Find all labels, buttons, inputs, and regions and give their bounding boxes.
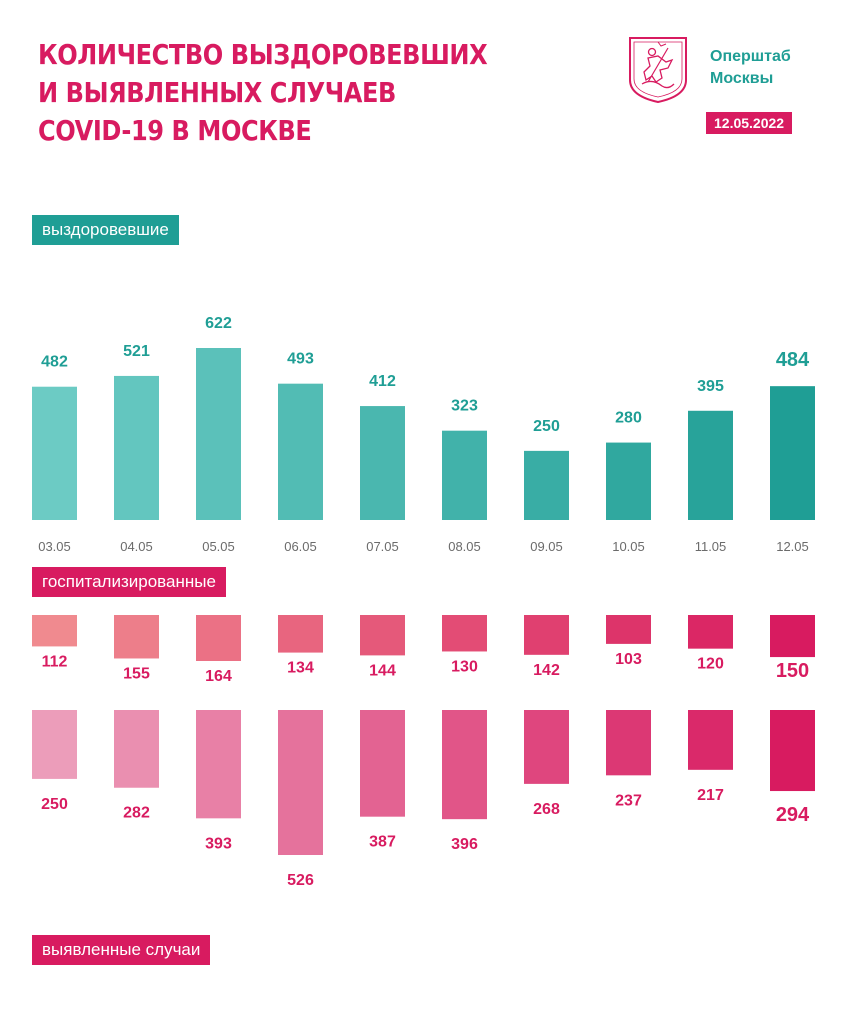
recovered-data-label: 395 [697, 378, 724, 395]
cases-data-label: 526 [287, 872, 314, 889]
cases-data-label: 268 [533, 801, 560, 818]
org-name-line-1: Оперштаб [710, 48, 791, 65]
cases-data-label: 282 [123, 805, 150, 822]
org-name-line-2: Москвы [710, 70, 774, 87]
title-line-1: Количество выздоровевших [38, 38, 488, 71]
hospitalized-data-label: 112 [42, 653, 68, 670]
hospitalized-data-label: 134 [287, 660, 314, 677]
hospitalized-bar [688, 615, 733, 649]
recovered-data-label: 412 [369, 373, 396, 390]
hospitalized-bar [196, 615, 241, 661]
cases-data-label: 237 [615, 792, 642, 809]
x-tick-label: 06.05 [284, 539, 317, 554]
x-tick-label: 04.05 [120, 539, 153, 554]
cases-bar [196, 710, 241, 819]
org-name: Оперштаб Москвы [710, 46, 791, 90]
recovered-bar [32, 386, 77, 520]
x-tick-label: 12.05 [776, 539, 809, 554]
recovered-bar [606, 442, 651, 520]
hospitalized-bar [32, 615, 77, 647]
recovered-bar [360, 406, 405, 520]
recovered-data-label: 250 [533, 418, 560, 435]
moscow-coat-of-arms-icon [628, 36, 688, 104]
cases-bar [688, 710, 733, 770]
recovered-bar [524, 450, 569, 520]
hospitalized-data-label: 155 [123, 665, 150, 682]
x-tick-label: 08.05 [448, 539, 481, 554]
hospitalized-bar [524, 615, 569, 655]
recovered-data-label: 280 [615, 410, 642, 427]
section-label-recovered: выздоровевшие [32, 215, 179, 245]
recovered-bar [114, 375, 159, 520]
date-badge: 12.05.2022 [706, 112, 793, 134]
cases-bar [606, 710, 651, 776]
hospitalized-data-label: 142 [533, 662, 560, 679]
recovered-data-label: 622 [205, 315, 232, 332]
cases-bar [524, 710, 569, 784]
hospitalized-bar [606, 615, 651, 644]
cases-data-label: 294 [776, 804, 810, 826]
cases-bar [770, 710, 815, 792]
recovered-bar [196, 348, 241, 520]
recovered-bar [770, 386, 815, 520]
recovered-data-label: 493 [287, 351, 314, 368]
cases-bar [278, 710, 323, 855]
recovered-bar [688, 410, 733, 520]
cases-data-label: 396 [451, 836, 478, 853]
x-tick-label: 07.05 [366, 539, 399, 554]
hospitalized-data-label: 103 [615, 651, 642, 668]
cases-data-label: 217 [697, 787, 724, 804]
x-tick-label: 11.05 [695, 539, 727, 554]
cases-bar [32, 710, 77, 779]
cases-bar [442, 710, 487, 820]
section-label-hospitalized: госпитализированные [32, 567, 226, 597]
cases-bar [360, 710, 405, 817]
cases-data-label: 250 [41, 796, 68, 813]
x-tick-label: 03.05 [38, 539, 71, 554]
hospitalized-bar [360, 615, 405, 656]
cases-data-label: 387 [369, 834, 396, 851]
hospitalized-data-label: 130 [451, 658, 478, 675]
recovered-data-label: 484 [776, 349, 810, 371]
title-line-3: COVID-19 в Москве [38, 114, 312, 147]
hospitalized-data-label: 144 [369, 662, 396, 679]
hospitalized-data-label: 120 [697, 656, 724, 673]
recovered-bar [278, 383, 323, 520]
title-line-2: и выявленных случаев [38, 76, 396, 109]
hospitalized-bar [770, 615, 815, 658]
hospitalized-bar [442, 615, 487, 652]
hospitalized-bar [114, 615, 159, 659]
page-title: Количество выздоровевших и выявленных сл… [38, 36, 488, 150]
recovered-data-label: 482 [41, 354, 68, 371]
section-label-cases: выявленные случаи [32, 935, 211, 965]
x-tick-label: 09.05 [530, 539, 563, 554]
cases-data-label: 393 [205, 835, 232, 852]
hospitalized-data-label: 150 [776, 660, 809, 682]
hospitalized-data-label: 164 [205, 668, 232, 685]
x-tick-label: 10.05 [612, 539, 645, 554]
hospitalized-bar [278, 615, 323, 653]
cases-bar [114, 710, 159, 788]
x-tick-label: 05.05 [202, 539, 235, 554]
recovered-data-label: 521 [123, 343, 150, 360]
recovered-bar [442, 430, 487, 520]
recovered-data-label: 323 [451, 398, 478, 415]
